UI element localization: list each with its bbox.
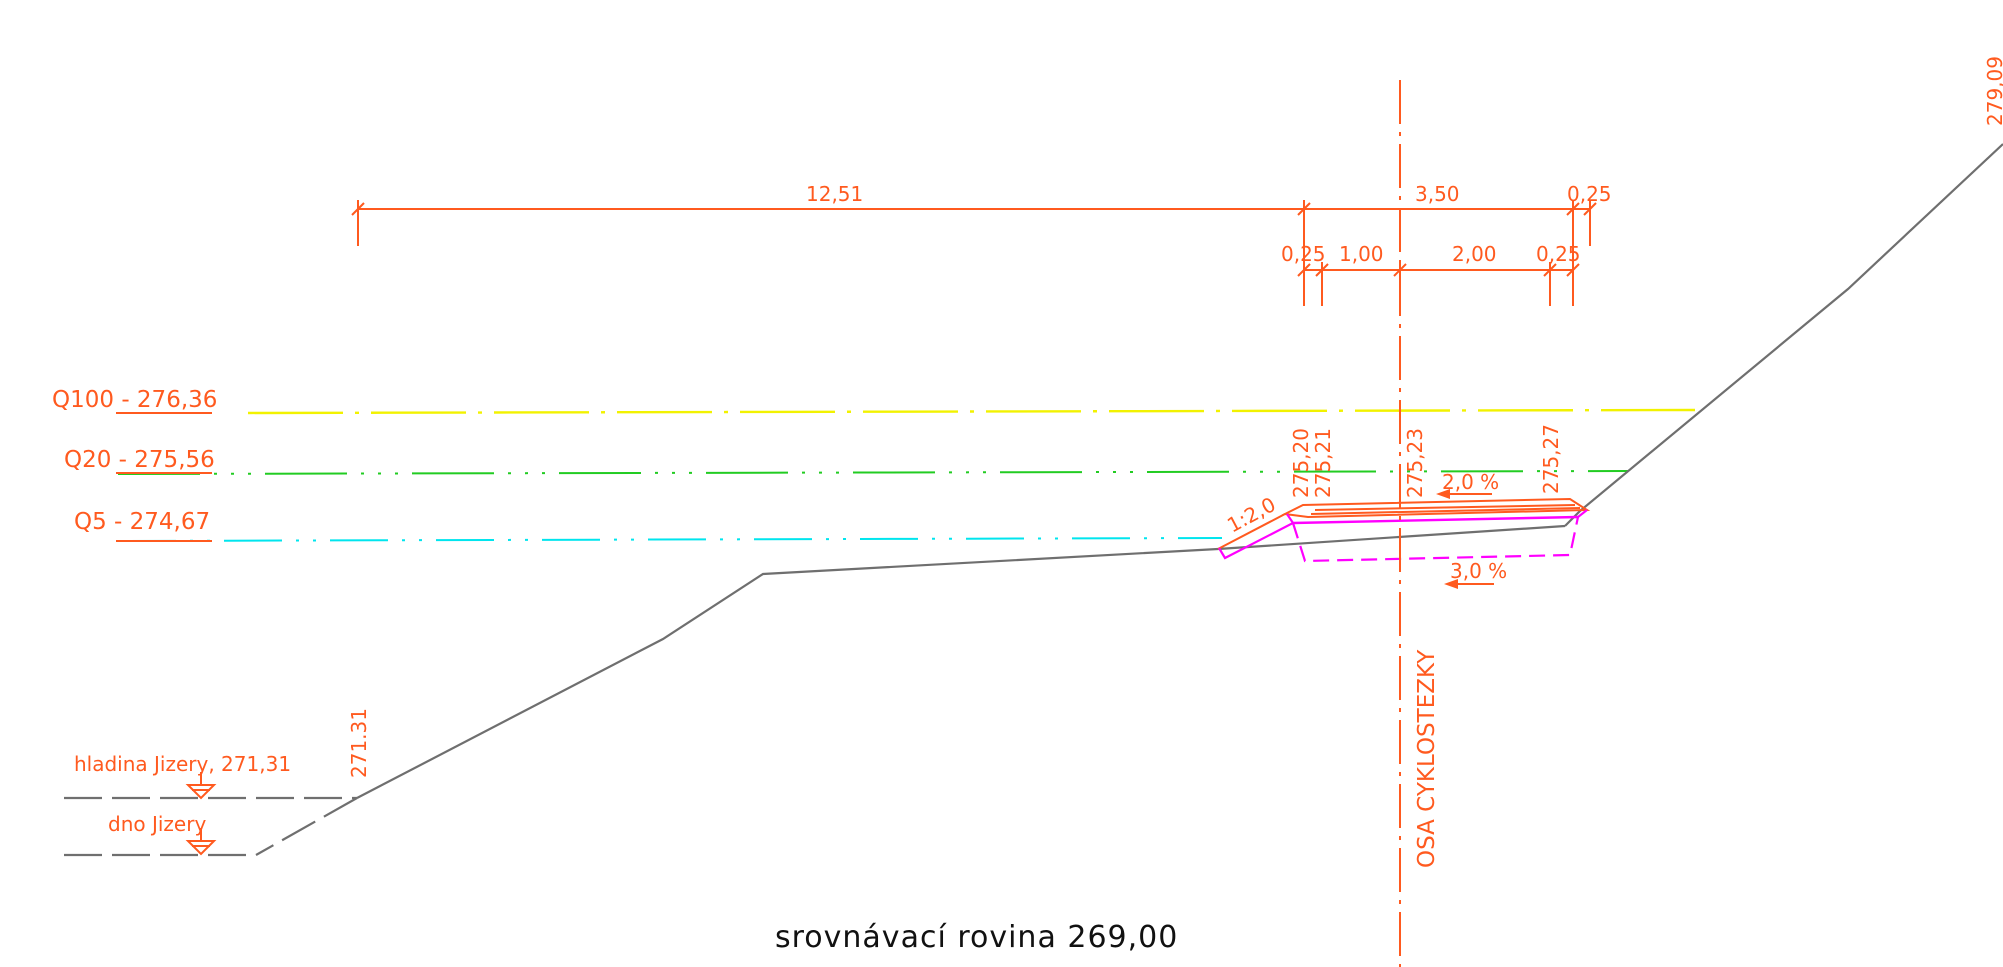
lower-dimension-chain <box>1297 262 1580 306</box>
q100-water-line <box>247 408 1696 415</box>
q100-label: Q100 - 276,36 <box>52 387 217 413</box>
river-bed-label: dno Jizery <box>108 812 206 836</box>
dimension-0-25-top: 0,25 <box>1567 182 1612 206</box>
river-bank-dashed <box>255 797 358 856</box>
q5-label: Q5 - 274,67 <box>74 509 210 535</box>
dimension-0-25-right: 0,25 <box>1536 242 1581 266</box>
dimension-12-51: 12,51 <box>806 182 863 206</box>
elevation-top-right: 279,09 <box>1983 56 2003 126</box>
top-dimension-chain <box>351 200 1597 306</box>
axis-label: OSA CYKLOSTEZKY <box>1414 649 1440 868</box>
dimension-3-50: 3,50 <box>1415 182 1460 206</box>
elevation-right-edge: 275,27 <box>1539 424 1563 494</box>
dimension-1-00: 1,00 <box>1339 242 1384 266</box>
river-bank-elevation: 271.31 <box>347 708 371 778</box>
subgrade-fall-arrow <box>1444 579 1494 589</box>
ground-line-right <box>1564 143 2003 527</box>
datum-label: srovnávací rovina 269,00 <box>775 920 1178 955</box>
water-level-symbol <box>185 772 217 800</box>
path-body <box>1217 497 1591 550</box>
q20-water-line <box>117 470 1629 475</box>
river-surface-label: hladina Jizery, 271,31 <box>74 752 291 776</box>
q20-label: Q20 - 275,56 <box>64 447 215 473</box>
elevation-axis: 275,23 <box>1403 428 1427 498</box>
surface-fall-arrow <box>1436 489 1492 499</box>
ground-under-path <box>1217 524 1566 551</box>
subgrade-outline <box>1218 509 1588 563</box>
river-bed-symbol <box>185 828 217 856</box>
elevation-left-inner: 275,21 <box>1311 428 1335 498</box>
dimension-0-25-left: 0,25 <box>1281 242 1326 266</box>
surface-cross-fall: 2,0 % <box>1442 470 1499 494</box>
elevation-left-edge: 275,20 <box>1289 428 1313 498</box>
q5-water-line <box>117 537 1223 542</box>
subgrade-cross-fall: 3,0 % <box>1450 559 1507 583</box>
ground-line <box>356 547 1219 799</box>
dimension-2-00: 2,00 <box>1452 242 1497 266</box>
